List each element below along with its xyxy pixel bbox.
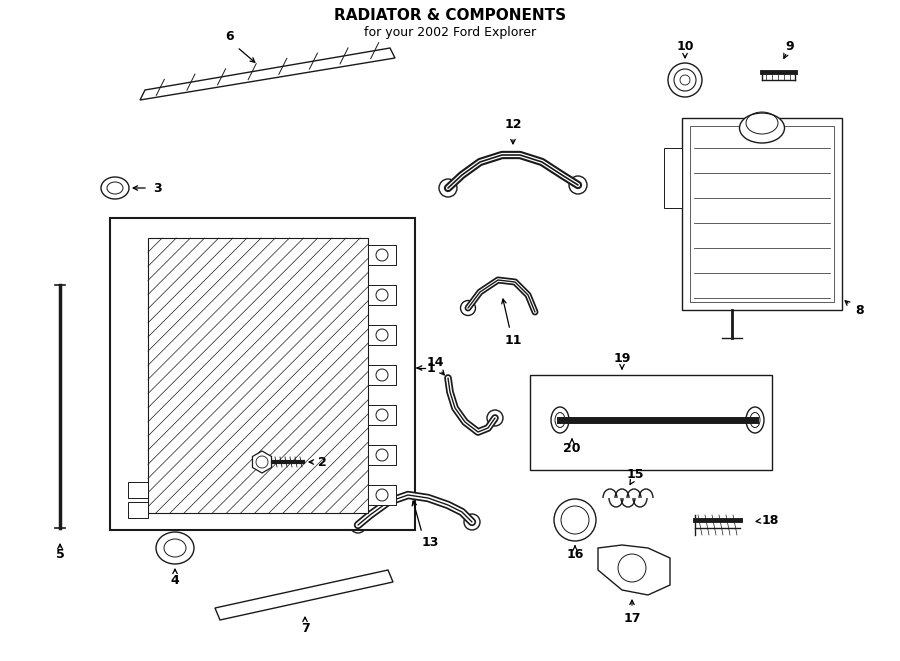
Bar	[664, 148, 682, 208]
Bar	[128, 502, 148, 518]
Text: 7: 7	[301, 621, 310, 635]
Text: 15: 15	[626, 469, 644, 481]
Bar	[110, 218, 415, 530]
Text: 4: 4	[171, 574, 179, 586]
Ellipse shape	[464, 514, 480, 530]
Bar	[530, 375, 772, 470]
Text: 17: 17	[623, 611, 641, 625]
Text: 12: 12	[504, 118, 522, 132]
Text: 10: 10	[676, 40, 694, 54]
Ellipse shape	[569, 176, 587, 194]
Text: for your 2002 Ford Explorer: for your 2002 Ford Explorer	[364, 26, 536, 39]
Bar	[368, 245, 396, 265]
Bar	[148, 238, 368, 513]
Text: 11: 11	[504, 334, 522, 346]
Ellipse shape	[461, 301, 475, 315]
Bar	[368, 325, 396, 345]
Ellipse shape	[554, 499, 596, 541]
Ellipse shape	[156, 532, 194, 564]
Ellipse shape	[551, 407, 569, 433]
Text: 18: 18	[762, 514, 779, 527]
Bar	[368, 365, 396, 385]
Ellipse shape	[487, 410, 503, 426]
Text: RADIATOR & COMPONENTS: RADIATOR & COMPONENTS	[334, 8, 566, 23]
Text: 9: 9	[786, 40, 795, 54]
Text: 5: 5	[56, 549, 65, 561]
Text: 20: 20	[563, 442, 580, 455]
Bar	[368, 285, 396, 305]
Ellipse shape	[101, 177, 129, 199]
Text: 19: 19	[613, 352, 631, 364]
Polygon shape	[598, 545, 670, 595]
Text: 6: 6	[226, 30, 234, 44]
Ellipse shape	[668, 63, 702, 97]
Ellipse shape	[350, 517, 366, 533]
Ellipse shape	[746, 407, 764, 433]
Text: 14: 14	[427, 356, 444, 368]
Bar	[682, 118, 842, 310]
Polygon shape	[253, 451, 272, 473]
Bar	[690, 126, 834, 302]
Text: 13: 13	[421, 537, 438, 549]
Text: 3: 3	[154, 182, 162, 194]
Bar	[368, 405, 396, 425]
Ellipse shape	[439, 179, 457, 197]
Text: 8: 8	[855, 303, 864, 317]
Ellipse shape	[740, 113, 785, 143]
Text: 16: 16	[566, 549, 584, 561]
Text: 2: 2	[318, 455, 327, 469]
Bar	[368, 445, 396, 465]
Text: 1: 1	[427, 362, 436, 375]
Bar	[128, 482, 148, 498]
Bar	[368, 485, 396, 505]
